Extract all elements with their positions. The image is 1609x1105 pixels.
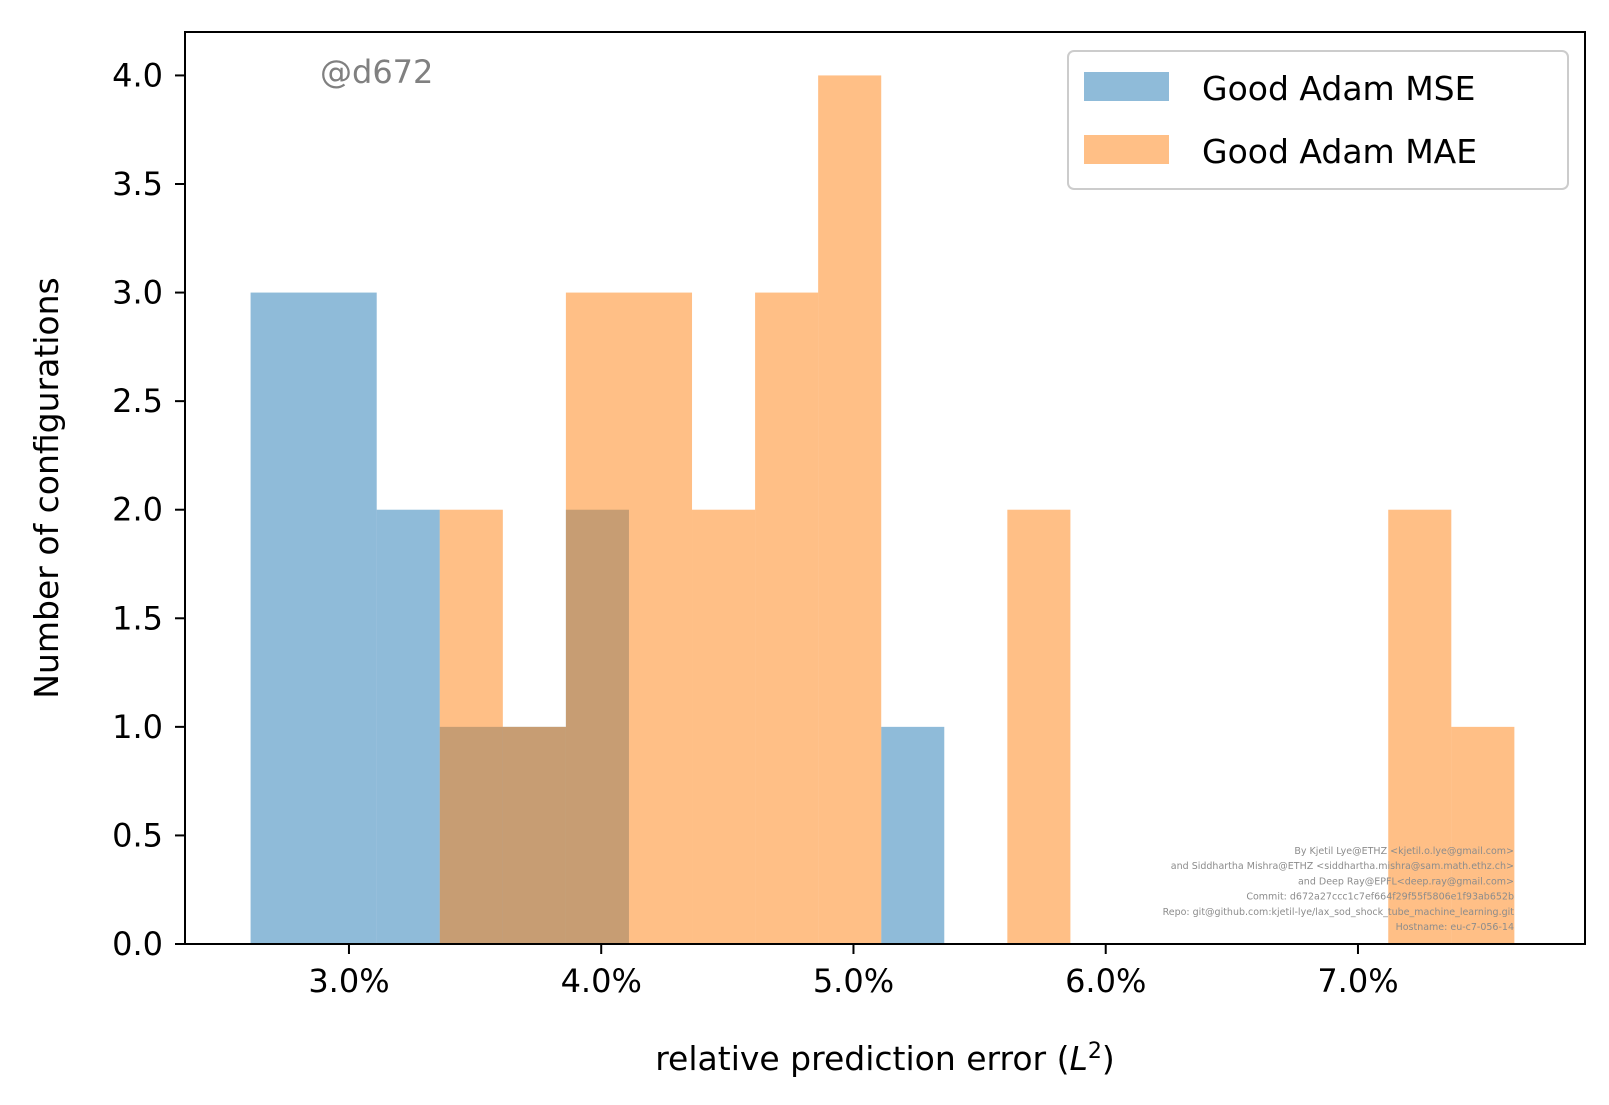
credit-line-2: and Deep Ray@EPFL<deep.ray@gmail.com> — [1298, 876, 1514, 887]
y-tick-label-3: 1.5 — [112, 599, 163, 637]
histogram-bar-series-1-bin-6 — [1007, 509, 1071, 944]
y-tick-label-7: 3.5 — [112, 165, 163, 203]
x-tick-label-1: 4.0% — [561, 962, 642, 1000]
legend-swatch-mae — [1084, 135, 1169, 164]
credit-line-3: Commit: d672a27ccc1c7ef664f29f55f5806e1f… — [1246, 892, 1514, 903]
histogram-bar-series-0-bin-1 — [376, 509, 440, 944]
histogram-bar-series-0-bin-0 — [250, 292, 377, 945]
legend: Good Adam MSE Good Adam MAE — [1067, 50, 1569, 190]
credit-line-0: By Kjetil Lye@ETHZ <kjetil.o.lye@gmail.c… — [1294, 846, 1514, 857]
histogram-bar-series-0-bin-4 — [881, 726, 945, 944]
y-tick-label-2: 1.0 — [112, 708, 163, 746]
credit-line-5: Hostname: eu-c7-056-14 — [1396, 922, 1514, 933]
legend-swatch-mse — [1084, 72, 1169, 101]
x-tick-label-4: 7.0% — [1317, 962, 1398, 1000]
plot-frame — [184, 31, 1586, 945]
histogram-bar-series-1-bin-5 — [818, 75, 882, 944]
y-tick-label-0: 0.0 — [112, 925, 163, 963]
legend-box — [1067, 50, 1569, 190]
legend-label-mae: Good Adam MAE — [1202, 132, 1477, 171]
y-tick-label-8: 4.0 — [112, 56, 163, 94]
credit-line-4: Repo: git@github.com:kjetil-lye/lax_sod_… — [1163, 907, 1515, 918]
histogram-bar-series-1-bin-2 — [565, 292, 693, 945]
credit-line-1: and Siddhartha Mishra@ETHZ <siddhartha.m… — [1171, 861, 1514, 872]
x-axis-label: relative prediction error (L2) — [655, 1039, 1115, 1078]
y-tick-label-1: 0.5 — [112, 816, 163, 854]
y-tick-label-6: 3.0 — [112, 274, 163, 312]
bars-layer — [250, 75, 1515, 945]
y-tick-label-5: 2.5 — [112, 382, 163, 420]
x-tick-label-3: 6.0% — [1065, 962, 1146, 1000]
legend-label-mse: Good Adam MSE — [1202, 69, 1475, 108]
histogram-bar-series-1-bin-7 — [1388, 509, 1452, 944]
histogram-bar-series-1-bin-0 — [439, 509, 503, 944]
x-axis: 3.0% 4.0% 5.0% 6.0% 7.0% — [308, 944, 1399, 1000]
y-tick-label-4: 2.0 — [112, 491, 163, 529]
y-axis: 0.0 0.5 1.0 1.5 2.0 2.5 3.0 3.5 4.0 — [112, 56, 185, 963]
x-tick-label-0: 3.0% — [308, 962, 389, 1000]
histogram-bar-series-1-bin-3 — [692, 509, 756, 944]
x-tick-label-2: 5.0% — [813, 962, 894, 1000]
credits-block: By Kjetil Lye@ETHZ <kjetil.o.lye@gmail.c… — [1163, 846, 1515, 933]
histogram-bar-series-1-bin-1 — [502, 726, 566, 944]
y-axis-label: Number of configurations — [27, 277, 66, 698]
histogram-bar-series-1-bin-8 — [1451, 726, 1515, 944]
watermark-label: @d672 — [320, 53, 433, 91]
histogram-bar-series-1-bin-4 — [755, 292, 819, 945]
